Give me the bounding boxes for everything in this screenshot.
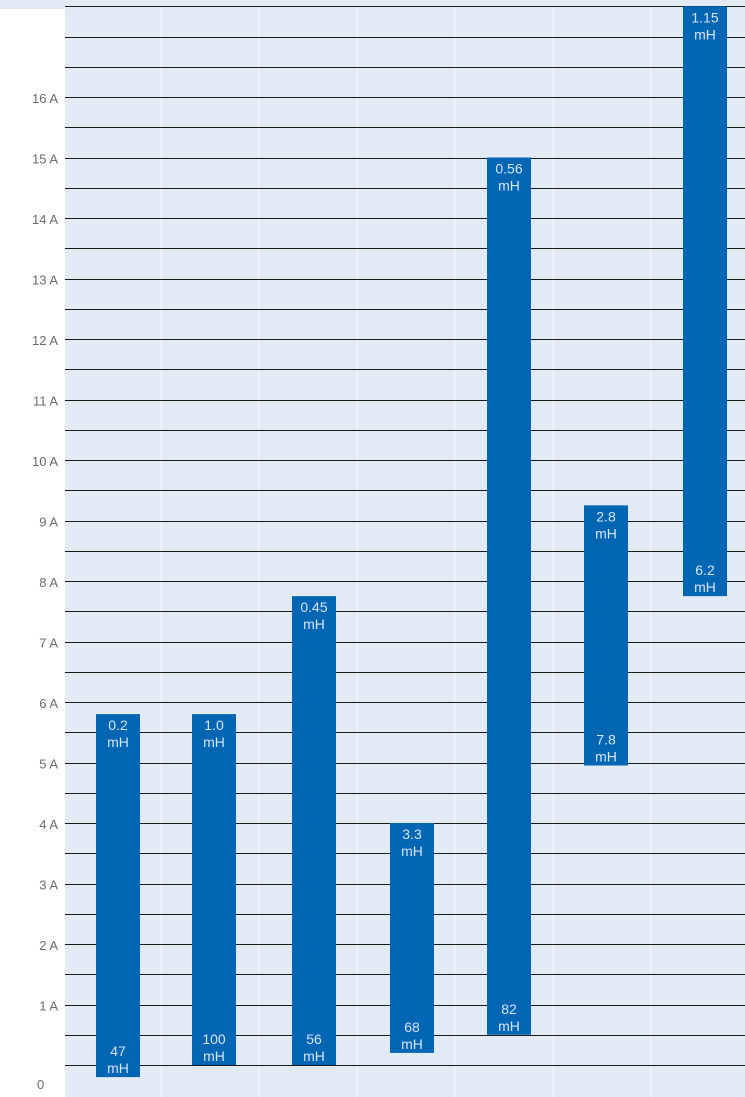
bar-bottom-label: mH (401, 1036, 423, 1052)
y-tick-label: 7 A (39, 636, 58, 651)
y-tick-label: 2 A (39, 938, 58, 953)
bar-bottom-label: mH (107, 1060, 129, 1076)
bar-bottom-label: 7.8 (596, 732, 616, 748)
bar-bottom-label: mH (203, 1048, 225, 1064)
y-tick-label: 12 A (32, 333, 58, 348)
bar-7 (683, 6, 727, 597)
bar-top-label: 3.3 (402, 826, 422, 842)
bar-bottom-label: mH (498, 1018, 520, 1034)
y-tick-label: 16 A (32, 91, 58, 106)
y-tick-label: 13 A (32, 273, 58, 288)
bar-2 (192, 714, 236, 1065)
bar-bottom-label: 6.2 (695, 562, 715, 578)
bar-3 (292, 596, 336, 1065)
bar-top-label: 0.56 (495, 161, 522, 177)
y-axis-ticks: 0 1 A 2 A 3 A 4 A 5 A 6 A 7 A 8 A 9 A 10 A 11 A 12 A… (32, 91, 58, 1092)
y-tick-label: 9 A (39, 515, 58, 530)
column-dividers (160, 9, 652, 1097)
y-tick-label: 10 A (32, 454, 58, 469)
bar-top-label: mH (694, 26, 716, 42)
bar-6 (584, 505, 628, 766)
y-tick-label: 8 A (39, 575, 58, 590)
bars: 0.2mH47mH1.0mH100mH0.45mH56mH3.3mH68mH0.… (96, 6, 727, 1078)
bar-top-label: mH (595, 525, 617, 541)
bar-top-label: 2.8 (596, 508, 616, 524)
bar-top-label: 0.45 (300, 599, 327, 615)
bar-bottom-label: mH (303, 1048, 325, 1064)
y-tick-label: 11 A (33, 394, 58, 409)
bar-bottom-label: mH (595, 749, 617, 765)
bar-5 (487, 157, 531, 1035)
y-tick-label: 0 (37, 1077, 44, 1092)
bar-bottom-label: 47 (110, 1043, 126, 1059)
bar-top-label: 1.15 (691, 9, 718, 25)
y-tick-label: 1 A (39, 999, 58, 1014)
bar-bottom-label: 56 (306, 1031, 322, 1047)
bar-top-label: mH (107, 734, 129, 750)
y-tick-label: 6 A (39, 696, 58, 711)
y-tick-label: 5 A (39, 757, 58, 772)
y-tick-label: 15 A (32, 152, 58, 167)
bar-top-label: mH (203, 734, 225, 750)
bar-bottom-label: 82 (501, 1001, 517, 1017)
bar-top-label: mH (498, 178, 520, 194)
y-tick-label: 3 A (39, 878, 58, 893)
y-tick-label: 4 A (39, 817, 58, 832)
bar-bottom-label: 100 (202, 1031, 226, 1047)
bar-top-label: 1.0 (204, 717, 224, 733)
bar-top-label: 0.2 (108, 717, 128, 733)
y-tick-label: 14 A (32, 212, 58, 227)
bar-4 (390, 823, 434, 1053)
bar-top-label: mH (303, 616, 325, 632)
bar-bottom-label: mH (694, 579, 716, 595)
bar-bottom-label: 68 (404, 1019, 420, 1035)
bar-top-label: mH (401, 843, 423, 859)
bar-1 (96, 714, 140, 1078)
top-band (0, 0, 745, 9)
